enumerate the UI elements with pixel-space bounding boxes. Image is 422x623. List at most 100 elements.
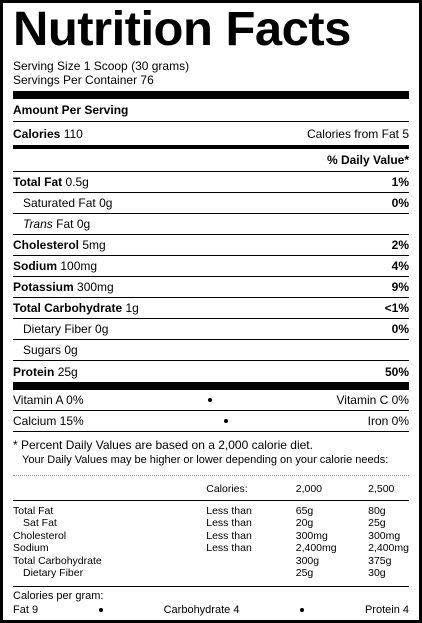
calories-from-fat-label: Calories from Fat xyxy=(306,126,399,141)
nutrient-amount: 300mg xyxy=(77,280,114,294)
table-row: Sodium Less than 2,400mg 2,400mg xyxy=(13,542,409,555)
footnote-calorie-needs: Your Daily Values may be higher or lower… xyxy=(22,454,389,466)
table-cell: 2,500 xyxy=(368,482,395,495)
table-cell xyxy=(206,567,296,580)
nutrient-row-total-fat: Total Fat 0.5g 1% xyxy=(13,171,409,192)
table-cell: 20g xyxy=(295,517,314,529)
medium-divider xyxy=(13,145,409,149)
fat-calories: Fat 9 xyxy=(13,603,39,616)
divider xyxy=(13,585,409,587)
table-cell: 30g xyxy=(368,567,386,579)
table-cell: 375g xyxy=(368,554,392,567)
calories-per-gram-label: Calories per gram: xyxy=(13,589,104,602)
daily-value-header: % Daily Value* xyxy=(13,149,409,171)
nutrient-amount: 25g xyxy=(57,364,78,379)
nutrient-row-sugars: Sugars 0g xyxy=(13,339,409,360)
nutrient-dv: 0% xyxy=(391,196,409,210)
nutrient-row-sodium: Sodium 100mg 4% xyxy=(13,255,409,276)
nutrient-row-dietary-fiber: Dietary Fiber 0g 0% xyxy=(13,318,409,339)
table-header: Calories: 2,000 2,500 xyxy=(13,478,409,500)
nutrient-dv: 9% xyxy=(391,280,409,294)
table-cell: 2,000 xyxy=(295,482,323,495)
nutrient-dv: 1% xyxy=(391,175,409,189)
table-cell: 300g xyxy=(295,554,320,567)
table-cell: 300mg xyxy=(295,529,328,542)
label-content: Nutrition Facts Serving Size 1 Scoop (30… xyxy=(13,3,409,616)
table-cell: Calories: xyxy=(206,482,248,495)
vitamin-left: Vitamin A 0% xyxy=(13,393,84,407)
calories-per-gram-row: Fat 9 Carbohydrate 4 Protein 4 xyxy=(13,604,409,616)
nutrient-dv: <1% xyxy=(384,301,409,315)
table-row: Sat Fat Less than 20g 25g xyxy=(13,517,409,530)
nutrient-dv: 2% xyxy=(391,238,409,252)
table-cell xyxy=(206,555,296,568)
nutrient-label: Saturated Fat xyxy=(23,196,96,210)
vitamin-right: Vitamin C 0% xyxy=(336,393,409,407)
table-cell: Dietary Fiber xyxy=(23,567,84,579)
table-cell xyxy=(13,478,206,500)
amount-per-serving-text: Amount Per Serving xyxy=(13,103,129,117)
footnote-daily-values: * Percent Daily Values are based on a 2,… xyxy=(13,438,313,452)
bullet-icon xyxy=(300,607,305,612)
calories-label: Calories xyxy=(13,126,61,141)
table-cell: 80g xyxy=(368,504,386,517)
vitamin-left: Calcium 15% xyxy=(13,414,84,428)
nutrient-amount: 0.5g xyxy=(65,175,89,189)
calories-label-group: Calories 110 xyxy=(13,127,83,141)
daily-values-table: Calories: 2,000 2,500 Total Fat Less tha… xyxy=(13,478,409,580)
serving-size: Serving Size 1 Scoop (30 grams) xyxy=(13,59,190,73)
nutrient-label: Total Fat xyxy=(13,175,63,189)
nutrient-label: Potassium xyxy=(13,280,74,294)
nutrient-amount: 0g xyxy=(99,196,113,210)
table-cell: Less than xyxy=(206,542,252,554)
label-title: Nutrition Facts xyxy=(13,3,351,56)
table-row: Dietary Fiber 25g 30g xyxy=(13,567,409,580)
nutrient-row-trans-fat: Trans Fat 0g xyxy=(13,213,409,234)
nutrient-row-cholesterol: Cholesterol 5mg 2% xyxy=(13,234,409,255)
table-cell: 2,400mg xyxy=(368,542,409,554)
table-row: Total Carbohydrate 300g 375g xyxy=(13,555,409,568)
table-cell: Less than xyxy=(206,517,252,529)
vitamin-right: Iron 0% xyxy=(367,414,409,428)
table-row: Total Fat Less than 65g 80g xyxy=(13,505,409,518)
protein-calories: Protein 4 xyxy=(364,603,409,616)
nutrient-amount: 0g xyxy=(95,322,109,336)
divider xyxy=(13,475,409,476)
table-cell: 65g xyxy=(295,504,314,517)
table-cell: Total Fat xyxy=(13,504,54,517)
nutrient-label: Sodium xyxy=(13,259,57,273)
nutrient-amount: 5mg xyxy=(82,238,106,252)
nutrient-amount: 1g xyxy=(125,301,139,315)
nutrient-label: Protein xyxy=(13,364,55,379)
amount-per-serving: Amount Per Serving xyxy=(13,99,409,121)
calories-from-fat-value: 5 xyxy=(402,126,409,141)
table-cell: Less than xyxy=(206,504,252,517)
carbohydrate-calories: Carbohydrate 4 xyxy=(163,603,240,616)
vitamin-row: Calcium 15% Iron 0% xyxy=(13,410,409,431)
nutrient-row-potassium: Potassium 300mg 9% xyxy=(13,276,409,297)
thick-divider xyxy=(13,382,409,390)
nutrient-label: Total Carbohydrate xyxy=(13,301,123,315)
nutrient-amount: 0g xyxy=(64,343,78,357)
table-cell: 2,400mg xyxy=(295,542,337,554)
table-cell: 25g xyxy=(368,517,386,529)
table-row: Cholesterol Less than 300mg 300mg xyxy=(13,530,409,543)
nutrient-label: Sugars xyxy=(23,343,62,357)
nutrient-dv: 4% xyxy=(391,259,409,273)
nutrient-label: Dietary Fiber xyxy=(23,322,92,336)
servings-per-container: Servings Per Container 76 xyxy=(13,73,154,87)
daily-value-header-text: % Daily Value* xyxy=(326,153,409,167)
nutrient-row-protein: Protein 25g 50% xyxy=(13,360,409,382)
nutrient-amount: Fat 0g xyxy=(56,217,91,231)
bullet-icon xyxy=(223,419,228,423)
nutrient-label: Trans xyxy=(23,217,53,231)
nutrient-dv: 50% xyxy=(384,364,409,379)
nutrient-row-total-carbohydrate: Total Carbohydrate 1g <1% xyxy=(13,297,409,318)
calories-row: Calories 110 Calories from Fat 5 xyxy=(13,121,409,145)
divider xyxy=(13,499,409,505)
table-cell: 25g xyxy=(295,567,314,579)
table-cell: 300mg xyxy=(368,529,401,542)
thick-divider xyxy=(13,91,409,99)
nutrient-dv: 0% xyxy=(391,322,409,336)
